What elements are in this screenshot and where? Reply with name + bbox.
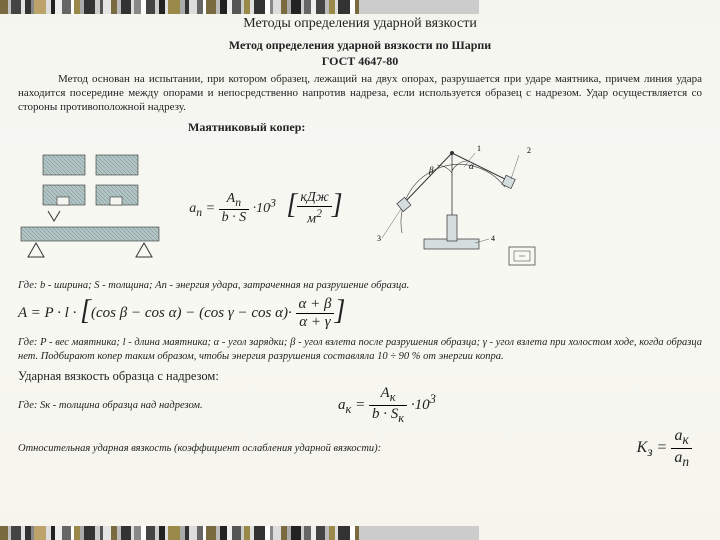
svg-text:α: α bbox=[469, 161, 474, 171]
page-content: Методы определения ударной вязкости Мето… bbox=[18, 16, 702, 524]
caption-2: Где: P - вес маятника; l - длина маятник… bbox=[18, 336, 702, 363]
subtitle-line1: Метод определения ударной вязкости по Ша… bbox=[229, 38, 491, 52]
caption-3: Где: Sк - толщина образца над надрезом. bbox=[18, 399, 318, 413]
formula-A: A = P · l · [ (cos β − cos α) − (cos γ −… bbox=[18, 297, 702, 330]
formula-kz: Kз = aк an bbox=[637, 428, 702, 468]
formula-an: an = An b · S ·103 [ кДж м2 ] bbox=[189, 201, 342, 216]
bottom-row: Где: Sк - толщина образца над надрезом. … bbox=[18, 386, 702, 424]
caption-1: Где: b - ширина; S - толщина; An - энерг… bbox=[18, 279, 438, 293]
page-title: Методы определения ударной вязкости bbox=[18, 16, 702, 32]
notched-heading: Ударная вязкость образца с надрезом: bbox=[18, 369, 702, 384]
diagram-row: an = An b · S ·103 [ кДж м2 ] bbox=[18, 143, 702, 273]
specimen-diagram bbox=[18, 153, 163, 263]
subtitle-line2: ГОСТ 4647-80 bbox=[322, 54, 398, 68]
svg-text:β: β bbox=[428, 165, 434, 175]
svg-text:3: 3 bbox=[377, 234, 381, 243]
formula-ak: aк = Aк b · Sк ·103 bbox=[338, 386, 498, 424]
intro-paragraph: Метод основан на испытании, при котором … bbox=[18, 73, 702, 114]
formula-an-block: an = An b · S ·103 [ кДж м2 ] bbox=[171, 191, 361, 227]
barcode-bottom bbox=[0, 526, 720, 540]
pendulum-diagram: α β 2 1 3 4 bbox=[369, 143, 544, 273]
barcode-top bbox=[0, 0, 720, 14]
svg-text:2: 2 bbox=[527, 146, 531, 155]
pendulum-heading: Маятниковый копер: bbox=[188, 120, 702, 135]
svg-text:4: 4 bbox=[491, 234, 495, 243]
final-line: Относительная ударная вязкость (коэффици… bbox=[18, 442, 637, 456]
subtitle: Метод определения ударной вязкости по Ша… bbox=[18, 38, 702, 69]
svg-text:1: 1 bbox=[477, 144, 481, 153]
